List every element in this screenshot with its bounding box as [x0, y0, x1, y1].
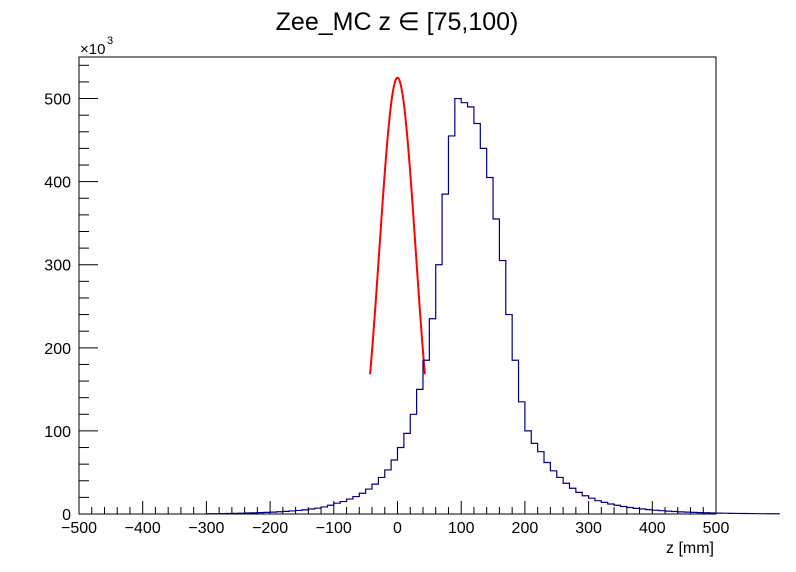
- x-tick-label: 400: [639, 520, 666, 537]
- histogram-series: [206, 97, 780, 515]
- y-tick-label: 500: [44, 92, 71, 109]
- gaussian-fit-curve: [369, 76, 426, 375]
- x-axis-title: z [mm]: [666, 540, 714, 557]
- x-tick-label: −200: [252, 520, 288, 537]
- y-tick-label: 100: [44, 424, 71, 441]
- x-tick-label: 300: [575, 520, 602, 537]
- y-multiplier-exponent: 3: [107, 35, 113, 47]
- x-axis-ticks: −500 −400 −300 −200 −100 0 100 200 300 400 500: [61, 501, 729, 537]
- x-tick-label: −500: [61, 520, 97, 537]
- y-tick-label: 300: [44, 258, 71, 275]
- y-tick-label: 0: [62, 507, 71, 524]
- y-tick-label: 200: [44, 341, 71, 358]
- x-tick-label: 500: [703, 520, 730, 537]
- plot-frame: [78, 56, 717, 515]
- x-tick-label: 200: [512, 520, 539, 537]
- x-tick-label: −400: [125, 520, 161, 537]
- x-tick-label: −100: [316, 520, 352, 537]
- x-tick-label: 0: [393, 520, 402, 537]
- y-multiplier-base: ×10: [80, 41, 105, 58]
- chart-title: Zee_MC z ∈ [75,100): [276, 8, 519, 36]
- y-tick-label: 400: [44, 175, 71, 192]
- plot-border: [78, 56, 717, 515]
- x-tick-label: 100: [448, 520, 475, 537]
- y-axis-ticks: 0 100 200 300 400 500: [44, 64, 98, 524]
- x-tick-label: −300: [188, 520, 224, 537]
- y-axis-multiplier: ×10 3: [80, 35, 113, 58]
